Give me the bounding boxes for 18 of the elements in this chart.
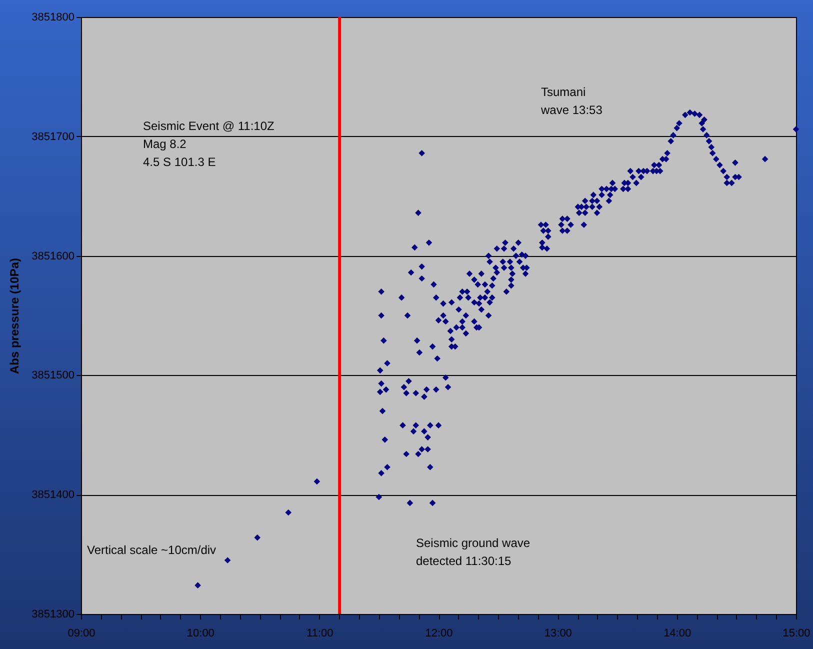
y-tick-label: 3851600 <box>32 250 74 262</box>
y-tick-label: 3851800 <box>32 12 74 24</box>
annotation: Tsumani wave 13:53 <box>540 85 603 117</box>
y-tick-label: 3851300 <box>32 608 74 620</box>
x-tick-label: 12:00 <box>425 628 453 640</box>
y-axis-title: Abs pressure (10Pa) <box>8 258 22 374</box>
y-tick-label: 3851700 <box>32 130 74 143</box>
x-tick-label: 13:00 <box>544 628 572 640</box>
annotation: Vertical scale ~10cm/div <box>87 543 216 557</box>
x-tick-label: 15:00 <box>782 628 810 640</box>
x-tick-label: 14:00 <box>664 628 692 640</box>
annotation: Seismic Event @ 11:10Z Mag 8.2 4.5 S 101.3 E <box>143 119 274 169</box>
annotation: Seismic ground wave detected 11:30:15 <box>416 536 530 568</box>
x-tick-label: 11:00 <box>306 628 334 640</box>
y-tick-label: 3851400 <box>32 489 74 502</box>
y-tick-label: 3851500 <box>32 370 74 382</box>
x-tick-label: 09:00 <box>68 628 96 640</box>
x-tick-label: 10:00 <box>186 628 214 640</box>
